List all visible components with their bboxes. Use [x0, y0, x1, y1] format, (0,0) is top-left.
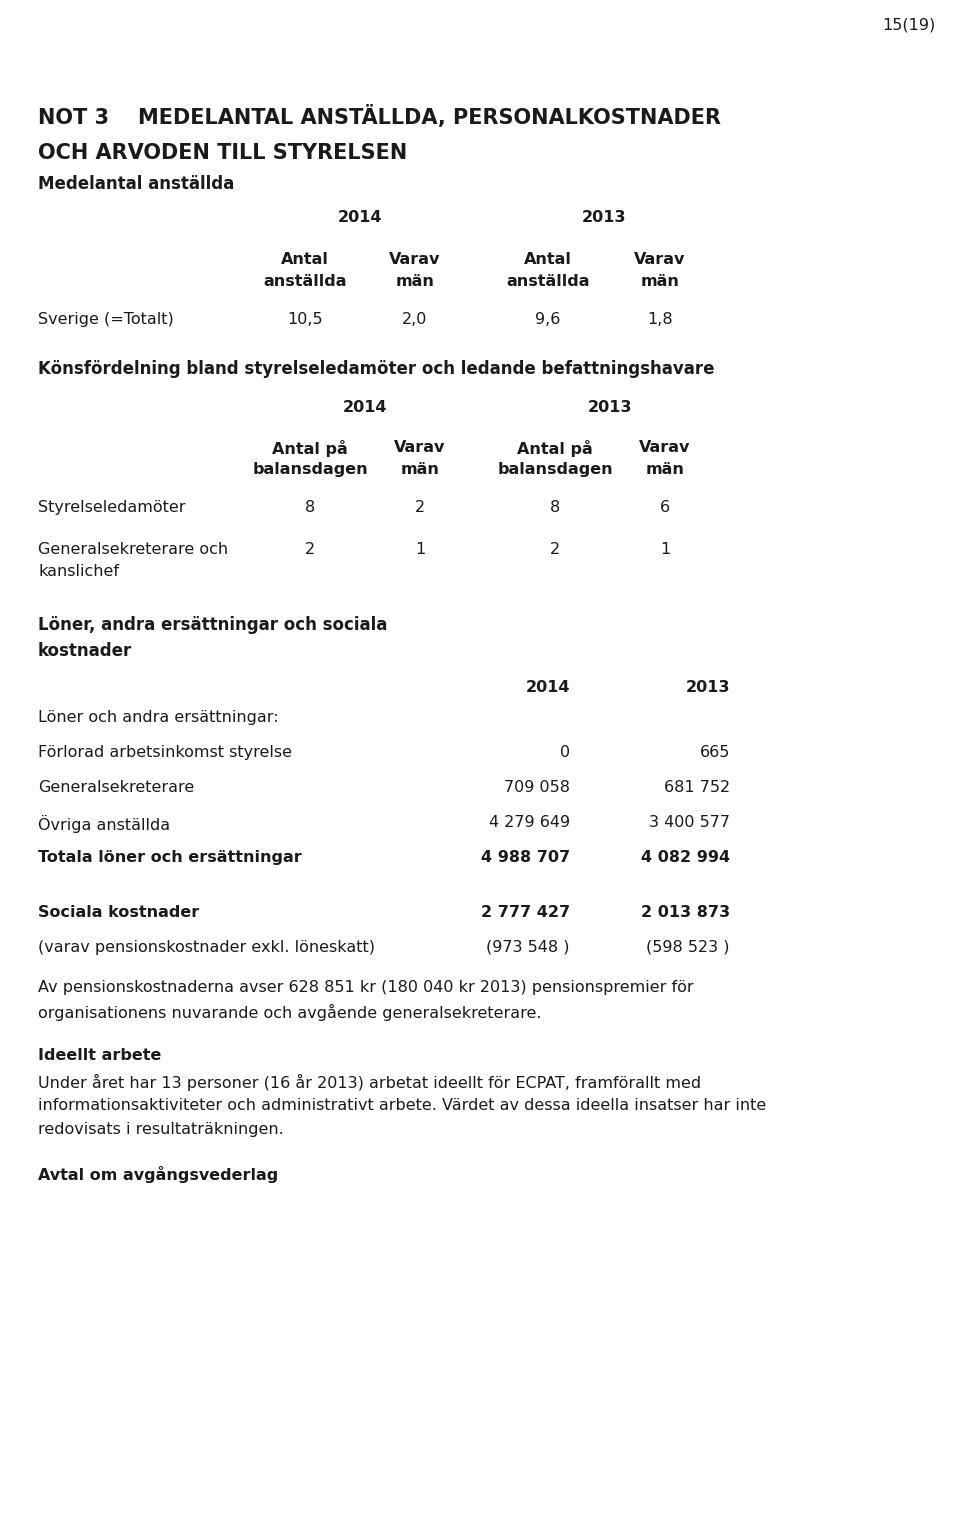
Text: Löner och andra ersättningar:: Löner och andra ersättningar: [38, 709, 278, 725]
Text: Styrelseledamöter: Styrelseledamöter [38, 500, 185, 516]
Text: redovisats i resultaträkningen.: redovisats i resultaträkningen. [38, 1122, 284, 1137]
Text: informationsaktiviteter och administrativt arbete. Värdet av dessa ideella insat: informationsaktiviteter och administrati… [38, 1097, 766, 1113]
Text: 2,0: 2,0 [402, 312, 428, 326]
Text: Medelantal anställda: Medelantal anställda [38, 175, 234, 192]
Text: anställda: anställda [506, 274, 589, 289]
Text: Totala löner och ersättningar: Totala löner och ersättningar [38, 850, 301, 865]
Text: Antal på: Antal på [517, 440, 593, 457]
Text: (973 548 ): (973 548 ) [487, 940, 570, 956]
Text: 2013: 2013 [685, 680, 730, 696]
Text: Varav: Varav [390, 252, 441, 266]
Text: balansdagen: balansdagen [252, 462, 368, 477]
Text: 15(19): 15(19) [881, 18, 935, 32]
Text: 2014: 2014 [525, 680, 570, 696]
Text: Antal: Antal [524, 252, 572, 266]
Text: kanslichef: kanslichef [38, 563, 119, 579]
Text: Löner, andra ersättningar och sociala: Löner, andra ersättningar och sociala [38, 616, 388, 634]
Text: män: män [400, 462, 440, 477]
Text: kostnader: kostnader [38, 642, 132, 660]
Text: 2013: 2013 [582, 209, 626, 225]
Text: Förlorad arbetsinkomst styrelse: Förlorad arbetsinkomst styrelse [38, 745, 292, 760]
Text: Under året har 13 personer (16 år 2013) arbetat ideellt för ECPAT, framförallt m: Under året har 13 personer (16 år 2013) … [38, 1074, 701, 1091]
Text: 2013: 2013 [588, 400, 633, 416]
Text: Generalsekreterare och: Generalsekreterare och [38, 542, 228, 557]
Text: anställda: anställda [263, 274, 347, 289]
Text: män: män [396, 274, 435, 289]
Text: 4 279 649: 4 279 649 [489, 816, 570, 830]
Text: 2014: 2014 [343, 400, 387, 416]
Text: 3 400 577: 3 400 577 [649, 816, 730, 830]
Text: 9,6: 9,6 [536, 312, 561, 326]
Text: Sociala kostnader: Sociala kostnader [38, 905, 200, 920]
Text: 709 058: 709 058 [504, 780, 570, 796]
Text: 8: 8 [305, 500, 315, 516]
Text: (598 523 ): (598 523 ) [646, 940, 730, 956]
Text: Varav: Varav [635, 252, 685, 266]
Text: Könsfördelning bland styrelseledamöter och ledande befattningshavare: Könsfördelning bland styrelseledamöter o… [38, 360, 714, 379]
Text: Antal: Antal [281, 252, 329, 266]
Text: Generalsekreterare: Generalsekreterare [38, 780, 194, 796]
Text: OCH ARVODEN TILL STYRELSEN: OCH ARVODEN TILL STYRELSEN [38, 143, 407, 163]
Text: 4 988 707: 4 988 707 [481, 850, 570, 865]
Text: Varav: Varav [395, 440, 445, 456]
Text: 8: 8 [550, 500, 560, 516]
Text: Övriga anställda: Övriga anställda [38, 816, 170, 833]
Text: Sverige (=Totalt): Sverige (=Totalt) [38, 312, 174, 326]
Text: 6: 6 [660, 500, 670, 516]
Text: NOT 3    MEDELANTAL ANSTÄLLDA, PERSONALKOSTNADER: NOT 3 MEDELANTAL ANSTÄLLDA, PERSONALKOST… [38, 105, 721, 128]
Text: 2: 2 [550, 542, 560, 557]
Text: Varav: Varav [639, 440, 690, 456]
Text: 1,8: 1,8 [647, 312, 673, 326]
Text: 4 082 994: 4 082 994 [641, 850, 730, 865]
Text: 2: 2 [305, 542, 315, 557]
Text: män: män [645, 462, 684, 477]
Text: män: män [640, 274, 680, 289]
Text: 2 013 873: 2 013 873 [641, 905, 730, 920]
Text: 681 752: 681 752 [664, 780, 730, 796]
Text: organisationens nuvarande och avgående generalsekreterare.: organisationens nuvarande och avgående g… [38, 1003, 541, 1020]
Text: 10,5: 10,5 [287, 312, 323, 326]
Text: Antal på: Antal på [272, 440, 348, 457]
Text: 2014: 2014 [338, 209, 382, 225]
Text: 1: 1 [415, 542, 425, 557]
Text: 665: 665 [700, 745, 730, 760]
Text: Ideellt arbete: Ideellt arbete [38, 1048, 161, 1063]
Text: 1: 1 [660, 542, 670, 557]
Text: Avtal om avgångsvederlag: Avtal om avgångsvederlag [38, 1167, 278, 1183]
Text: Av pensionskostnaderna avser 628 851 kr (180 040 kr 2013) pensionspremier för: Av pensionskostnaderna avser 628 851 kr … [38, 980, 694, 996]
Text: 0: 0 [560, 745, 570, 760]
Text: 2: 2 [415, 500, 425, 516]
Text: (varav pensionskostnader exkl. löneskatt): (varav pensionskostnader exkl. löneskatt… [38, 940, 375, 956]
Text: balansdagen: balansdagen [497, 462, 612, 477]
Text: 2 777 427: 2 777 427 [481, 905, 570, 920]
